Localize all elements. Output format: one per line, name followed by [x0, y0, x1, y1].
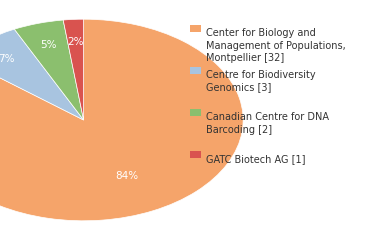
- Text: Centre for Biodiversity
Genomics [3]: Centre for Biodiversity Genomics [3]: [206, 70, 316, 93]
- Text: 84%: 84%: [115, 171, 138, 181]
- Bar: [190, 151, 201, 158]
- Text: GATC Biotech AG [1]: GATC Biotech AG [1]: [206, 154, 306, 164]
- Bar: [190, 109, 201, 116]
- Wedge shape: [14, 20, 84, 120]
- Bar: [190, 25, 201, 32]
- Wedge shape: [0, 19, 243, 221]
- Text: 7%: 7%: [0, 54, 14, 64]
- Text: Canadian Centre for DNA
Barcoding [2]: Canadian Centre for DNA Barcoding [2]: [206, 112, 329, 135]
- Text: Center for Biology and
Management of Populations,
Montpellier [32]: Center for Biology and Management of Pop…: [206, 28, 346, 63]
- Text: 2%: 2%: [67, 36, 84, 47]
- Wedge shape: [0, 29, 84, 120]
- Bar: [190, 67, 201, 74]
- Wedge shape: [63, 19, 84, 120]
- Text: 5%: 5%: [40, 40, 56, 50]
